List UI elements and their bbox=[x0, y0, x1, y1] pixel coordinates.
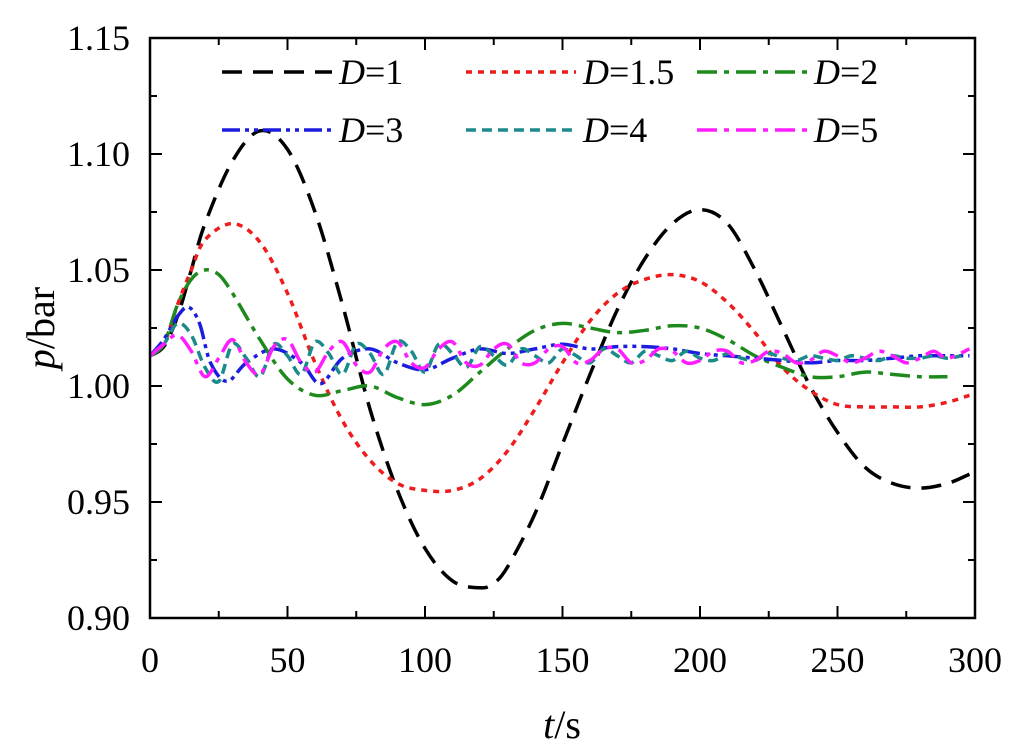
x-tick-label: 0 bbox=[141, 640, 159, 680]
legend-value: =1.5 bbox=[609, 52, 674, 92]
series-line-2 bbox=[148, 221, 971, 494]
y-tick-label: 0.90 bbox=[67, 598, 130, 638]
x-axis-title: t/s bbox=[543, 702, 581, 747]
y-tick-label: 1.05 bbox=[67, 250, 130, 290]
legend-label-3: D=2 bbox=[813, 52, 878, 92]
legend-label-1: D=1 bbox=[338, 52, 403, 92]
y-tick-label: 1.10 bbox=[67, 134, 130, 174]
legend-variable: D bbox=[338, 110, 365, 150]
legend-value: =5 bbox=[840, 110, 878, 150]
legend-label-5: D=4 bbox=[582, 110, 647, 150]
y-tick-label: 1.15 bbox=[67, 18, 130, 58]
plot-curves bbox=[148, 128, 971, 590]
x-tick-label: 200 bbox=[673, 640, 727, 680]
x-tick-label: 250 bbox=[811, 640, 865, 680]
legend-label-2: D=1.5 bbox=[582, 52, 674, 92]
y-axis-variable: p bbox=[18, 349, 63, 372]
legend-value: =3 bbox=[365, 110, 403, 150]
series-line-4 bbox=[148, 305, 970, 386]
x-tick-label: 100 bbox=[398, 640, 452, 680]
y-axis-title: p/bar bbox=[18, 287, 63, 372]
legend-variable: D bbox=[813, 110, 840, 150]
legend-value: =2 bbox=[840, 52, 878, 92]
legend-variable: D bbox=[338, 52, 365, 92]
x-axis-variable: t bbox=[543, 702, 555, 747]
x-tick-label: 50 bbox=[270, 640, 306, 680]
legend: D=1 D=1.5 D=2D=3 D=4 D=5 bbox=[222, 52, 878, 150]
legend-label-6: D=5 bbox=[813, 110, 878, 150]
series-line-5 bbox=[148, 321, 962, 384]
y-tick-label: 1.00 bbox=[67, 366, 130, 406]
legend-variable: D bbox=[582, 110, 609, 150]
axis-ticks: 0 50 100 150 200 250 300 0.90 0.95 1.00 1.05 1.10 1.… bbox=[67, 18, 1002, 680]
legend-label-4: D=3 bbox=[338, 110, 403, 150]
legend-variable: D bbox=[813, 52, 840, 92]
series-line-6 bbox=[148, 333, 971, 379]
legend-value: =1 bbox=[365, 52, 403, 92]
legend-variable: D bbox=[582, 52, 609, 92]
x-tick-label: 150 bbox=[536, 640, 590, 680]
legend-value: =4 bbox=[609, 110, 647, 150]
series-line-3 bbox=[148, 268, 948, 407]
x-axis-unit: /s bbox=[554, 702, 581, 747]
x-tick-label: 300 bbox=[948, 640, 1002, 680]
y-tick-label: 0.95 bbox=[67, 482, 130, 522]
y-axis-unit: /bar bbox=[18, 287, 63, 349]
